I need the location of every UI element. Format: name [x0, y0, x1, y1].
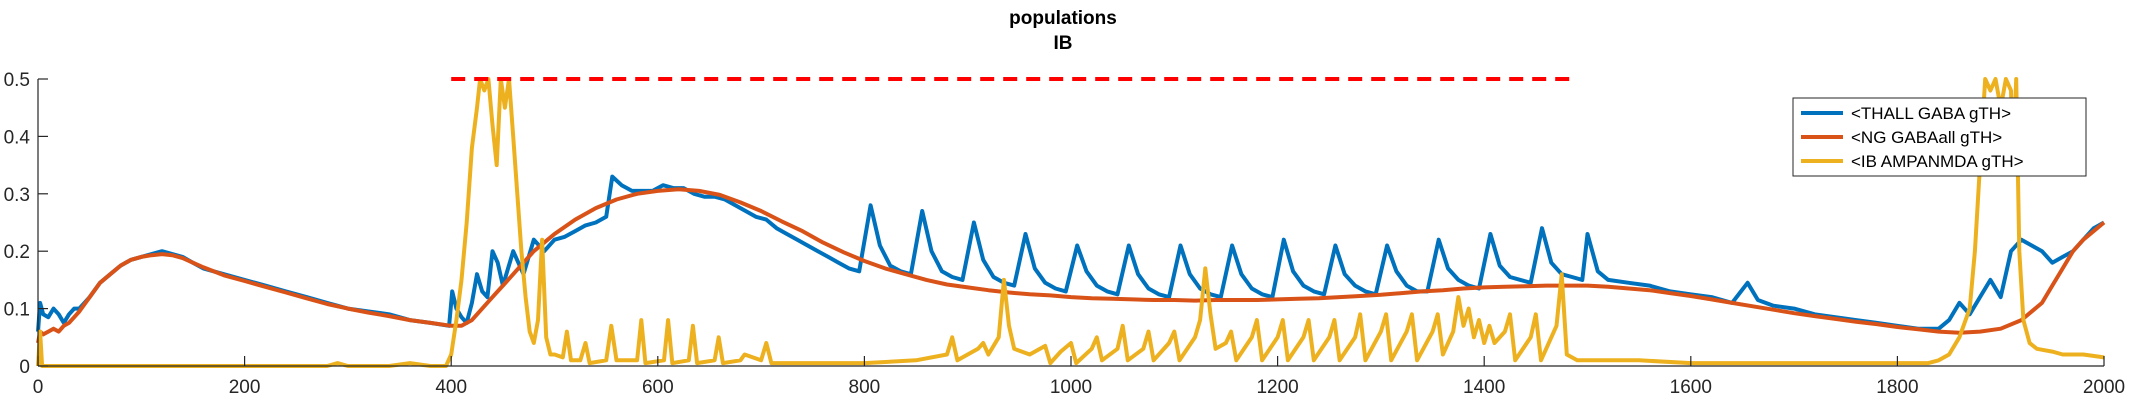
y-tick-label: 0.1: [4, 300, 30, 321]
legend: <THALL GABA gTH> <NG GABAall gTH> <IB AMPA…: [1792, 97, 2087, 177]
series-layer: [36, 77, 2106, 368]
series-line-3: [36, 77, 2105, 368]
plot-area: 0 200 400 600 800 1000 1200 1400 1600 1800 2000 0 0.…: [4, 70, 2126, 398]
x-tick-label: 800: [849, 377, 881, 398]
axes-layer: 0 200 400 600 800 1000 1200 1400 1600 1800 2000 0 0.…: [4, 70, 2126, 398]
legend-label: <NG GABAall gTH>: [1851, 128, 2002, 147]
x-tick-label: 1200: [1256, 377, 1298, 398]
y-tick-label: 0.3: [4, 185, 30, 206]
x-tick-label: 0: [33, 377, 44, 398]
x-tick-label: 1800: [1876, 377, 1918, 398]
x-tick-label: 200: [229, 377, 261, 398]
x-tick-label: 1400: [1463, 377, 1505, 398]
y-tick-label: 0.2: [4, 242, 30, 263]
x-tick-label: 400: [435, 377, 467, 398]
y-tick-label: 0.5: [4, 70, 30, 91]
y-tick-label: 0.4: [4, 127, 31, 148]
x-tick-label: 1000: [1050, 377, 1092, 398]
y-tick-label: 0: [19, 357, 30, 378]
legend-label: <IB AMPANMDA gTH>: [1851, 152, 2024, 171]
chart-subtitle: IB: [1054, 33, 1073, 54]
legend-label: <THALL GABA gTH>: [1851, 104, 2011, 123]
x-tick-label: 1600: [1670, 377, 1712, 398]
x-tick-label: 600: [642, 377, 674, 398]
x-tick-label: 2000: [2083, 377, 2125, 398]
chart-title: populations: [1009, 8, 1117, 29]
series-line-2: [36, 187, 2106, 344]
